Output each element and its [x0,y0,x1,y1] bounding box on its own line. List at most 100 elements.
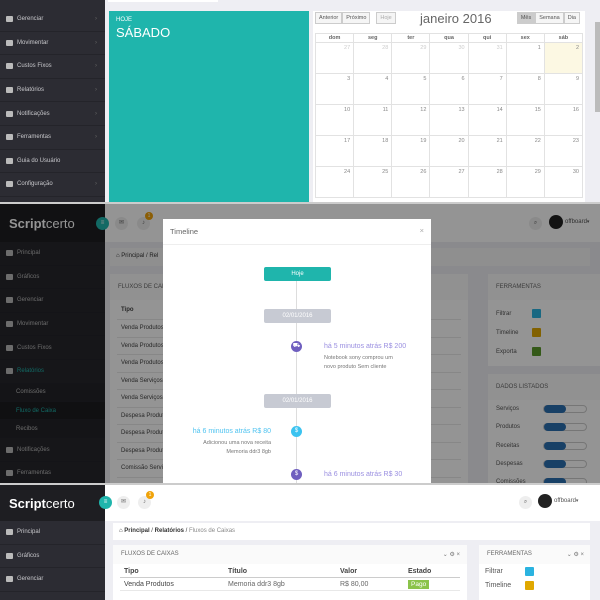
sidebar-item[interactable]: Principal [0,242,105,266]
day-cell[interactable]: 28 [467,166,507,198]
tool-icon[interactable] [532,328,541,337]
sidebar-item[interactable]: Ferramentas [0,462,105,483]
day-cell[interactable]: 27 [314,42,355,74]
search-icon[interactable]: ⌕ [519,496,532,509]
tool-filtrar[interactable]: Filtrar [479,564,590,578]
sidebar-item[interactable]: Gerenciar [0,568,105,592]
view-day-button[interactable]: Dia [563,12,580,24]
notification-badge: 1 [145,212,153,220]
user-menu[interactable]: offboard ▾ [538,494,578,508]
day-cell[interactable]: 4 [353,73,393,105]
day-cell[interactable]: 29 [391,42,431,74]
next-button[interactable]: Próximo [342,12,371,24]
sidebar-item[interactable]: Relatórios [0,360,105,384]
view-month-button[interactable]: Mês [516,12,536,24]
day-cell[interactable]: 30 [543,166,584,198]
day-cell[interactable]: 7 [467,73,507,105]
day-cell[interactable]: 19 [391,135,431,167]
day-cell[interactable]: 15 [505,104,545,136]
sidebar-item[interactable]: Recibos [0,420,105,439]
filter-icon[interactable] [525,566,534,576]
day-cell[interactable]: 10 [314,104,355,136]
breadcrumb-item[interactable]: Relatórios [154,528,184,534]
event-text: novo produto Sem cliente [324,364,387,370]
day-cell[interactable]: 16 [543,104,584,136]
tool-icon[interactable] [532,309,541,318]
sidebar-item-guia[interactable]: Guia do Usuário [0,150,105,174]
day-cell[interactable]: 1 [505,42,545,74]
tool-item[interactable]: Filtrar [488,304,600,323]
prev-button[interactable]: Anterior [315,12,343,24]
menu-toggle-icon[interactable]: ≡ [96,217,109,230]
sidebar-item[interactable]: Notificações [0,438,105,463]
day-cell[interactable]: 6 [429,73,469,105]
toggle-switch[interactable] [543,423,587,432]
sidebar-item-notificacoes[interactable]: Notificações › [0,102,105,126]
weekday-header: dom [314,33,355,43]
sidebar-item[interactable]: Custos Fixos [0,336,105,360]
mail-icon[interactable]: ✉ [115,217,128,230]
panel-controls[interactable]: ⌄ ⚙ × [566,552,584,558]
day-cell[interactable]: 27 [429,166,469,198]
tool-timeline[interactable]: Timeline [479,578,590,592]
sidebar: Principal Gráficos Gerenciar Movimentar Cust… [0,242,105,483]
tool-item[interactable]: Timeline [488,323,600,342]
bell-icon[interactable]: ♪ [137,217,150,230]
day-cell[interactable]: 14 [467,104,507,136]
day-cell[interactable]: 24 [314,166,355,198]
day-cell[interactable]: 3 [314,73,355,105]
sidebar-item[interactable]: Movimentar [0,313,105,337]
close-icon[interactable]: × [419,226,424,235]
day-cell[interactable]: 20 [429,135,469,167]
sidebar-item[interactable]: Principal [0,521,105,545]
table-row[interactable]: Venda Produtos Memoria ddr3 8gb R$ 80,00 Pa… [120,578,460,591]
day-cell[interactable]: 8 [505,73,545,105]
mail-icon[interactable]: ✉ [117,496,130,509]
sidebar-item[interactable]: Gráficos [0,266,105,290]
day-cell[interactable]: 11 [353,104,393,136]
sidebar-item-relatorios[interactable]: Relatórios › [0,79,105,103]
today-button[interactable]: Hoje [376,12,396,24]
toggle-switch[interactable] [543,478,587,483]
tool-item[interactable]: Exporta [488,342,600,361]
sidebar-item-configuracao[interactable]: Configuração › [0,173,105,197]
menu-toggle-icon[interactable]: ≡ [99,496,112,509]
day-cell[interactable]: 30 [429,42,469,74]
bell-icon[interactable]: ♪ [138,496,151,509]
search-icon[interactable]: ⌕ [529,217,542,230]
sidebar-item-ferramentas[interactable]: Ferramentas › [0,126,105,150]
day-cell[interactable]: 12 [391,104,431,136]
day-cell[interactable]: 29 [505,166,545,198]
breadcrumb-item[interactable]: Principal [124,528,150,534]
day-cell[interactable]: 5 [391,73,431,105]
sidebar-item-movimentar[interactable]: Movimentar › [0,32,105,56]
sidebar-item[interactable]: Comissões [0,383,105,402]
tool-icon[interactable] [532,347,541,356]
scrollbar[interactable] [595,22,600,112]
day-cell[interactable]: 31 [467,42,507,74]
day-cell[interactable]: 25 [353,166,393,198]
sidebar-item[interactable]: Fluxo de Caixa [0,401,105,421]
day-cell[interactable]: 17 [314,135,355,167]
toggle-switch[interactable] [543,460,587,469]
day-cell[interactable]: 23 [543,135,584,167]
day-cell[interactable]: 26 [391,166,431,198]
sidebar-item[interactable]: Gráficos [0,545,105,569]
sidebar-item-custos-fixos[interactable]: Custos Fixos › [0,55,105,79]
user-menu[interactable]: offboard ▾ [549,215,589,229]
timeline-icon[interactable] [525,580,534,590]
day-cell[interactable]: 2 [543,42,584,74]
view-week-button[interactable]: Semana [535,12,564,24]
sidebar-item[interactable]: Gerenciar [0,289,105,313]
day-cell[interactable]: 13 [429,104,469,136]
day-cell[interactable]: 18 [353,135,393,167]
day-cell[interactable]: 22 [505,135,545,167]
panel-controls[interactable]: ⌄ ⚙ × [442,552,460,558]
day-cell[interactable]: 21 [467,135,507,167]
sidebar-item-gerenciar[interactable]: Gerenciar › [0,8,105,32]
day-cell[interactable]: 28 [353,42,393,74]
toggle-switch[interactable] [543,405,587,414]
listed-label: Receitas [496,442,520,449]
toggle-switch[interactable] [543,441,587,450]
day-cell[interactable]: 9 [543,73,584,105]
